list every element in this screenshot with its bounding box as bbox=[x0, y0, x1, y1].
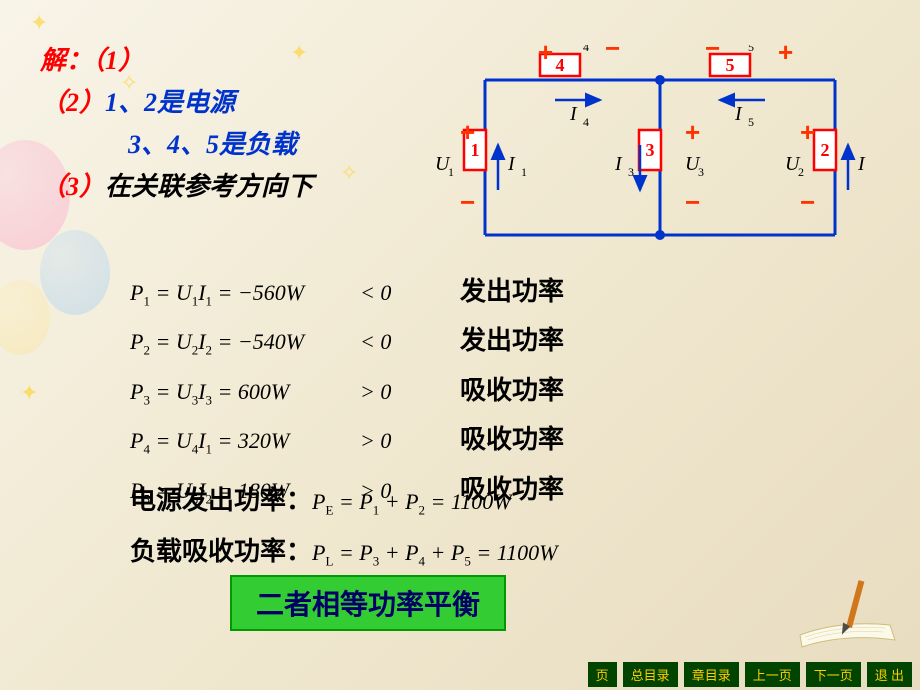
svg-text:5: 5 bbox=[726, 55, 735, 75]
svg-text:I: I bbox=[569, 103, 578, 125]
svg-text:3: 3 bbox=[698, 165, 704, 179]
notebook-icon bbox=[790, 565, 905, 655]
nav-next[interactable]: 下一页 bbox=[806, 662, 861, 687]
svg-text:+: + bbox=[778, 45, 793, 67]
svg-text:5: 5 bbox=[748, 115, 754, 129]
svg-text:2: 2 bbox=[798, 165, 804, 179]
circuit-diagram: 12345U1I1U2I2U3I3U4I4U5I5+−−++−+−+− bbox=[430, 45, 870, 255]
eq-p2: P2 = U2I2 = −540W< 0发出功率 bbox=[130, 321, 564, 370]
star-icon: ✦ bbox=[20, 380, 38, 406]
svg-text:4: 4 bbox=[556, 55, 565, 75]
nav-bar: 页 总目录 章目录 上一页 下一页 退 出 bbox=[588, 662, 912, 687]
text-loads: 3、4、5是负载 bbox=[128, 130, 297, 159]
balloon-yellow bbox=[0, 280, 50, 355]
svg-text:−: − bbox=[605, 45, 620, 63]
svg-text:4: 4 bbox=[583, 45, 589, 54]
svg-text:−: − bbox=[705, 45, 720, 63]
svg-text:−: − bbox=[460, 187, 475, 217]
label-part1: （1） bbox=[92, 46, 144, 75]
nav-page[interactable]: 页 bbox=[588, 662, 617, 687]
svg-text:3: 3 bbox=[646, 140, 655, 160]
eq-pl: PL = P3 + P4 + P5 = 1100W bbox=[312, 540, 557, 565]
svg-text:+: + bbox=[460, 117, 475, 147]
eq-p1: P1 = U1I1 = −560W< 0发出功率 bbox=[130, 272, 564, 321]
svg-text:+: + bbox=[800, 117, 815, 147]
svg-text:+: + bbox=[538, 45, 553, 67]
balance-box: 二者相等功率平衡 bbox=[230, 575, 506, 631]
svg-text:2: 2 bbox=[821, 140, 830, 160]
balloon-blue bbox=[40, 230, 110, 315]
nav-exit[interactable]: 退 出 bbox=[867, 662, 912, 687]
star-icon: ✦ bbox=[30, 10, 48, 36]
svg-text:I: I bbox=[507, 153, 516, 175]
svg-text:−: − bbox=[685, 187, 700, 217]
svg-text:I: I bbox=[614, 153, 623, 175]
star-icon: ✧ bbox=[340, 160, 358, 186]
svg-text:I: I bbox=[734, 103, 743, 125]
svg-text:I: I bbox=[857, 153, 866, 175]
power-summary: 电源发出功率：PE = P1 + P2 = 1100W 负载吸收功率：PL = … bbox=[130, 480, 557, 583]
svg-text:+: + bbox=[685, 117, 700, 147]
svg-text:−: − bbox=[800, 187, 815, 217]
text-sources: 1、2是电源 bbox=[105, 88, 235, 117]
label-part3: （3） bbox=[40, 172, 105, 201]
svg-text:1: 1 bbox=[448, 165, 454, 179]
eq-pe: PE = P1 + P2 = 1100W bbox=[312, 489, 512, 514]
nav-chapter-toc[interactable]: 章目录 bbox=[684, 662, 739, 687]
eq-p3: P3 = U3I3 = 600W> 0吸收功率 bbox=[130, 371, 564, 420]
text-content: 解：（1） （2）1、2是电源 3、4、5是负载 （3）在关联参考方向下 bbox=[40, 40, 313, 208]
svg-text:4: 4 bbox=[583, 115, 589, 129]
label-absorb-power: 负载吸收功率： bbox=[130, 537, 312, 566]
text-reference: 在关联参考方向下 bbox=[105, 172, 313, 201]
label-emit-power: 电源发出功率： bbox=[130, 486, 312, 515]
svg-text:5: 5 bbox=[748, 45, 754, 54]
eq-p4: P4 = U4I1 = 320W> 0吸收功率 bbox=[130, 420, 564, 469]
svg-text:1: 1 bbox=[521, 165, 527, 179]
label-solution: 解： bbox=[40, 46, 92, 75]
svg-text:3: 3 bbox=[628, 165, 634, 179]
nav-main-toc[interactable]: 总目录 bbox=[623, 662, 678, 687]
nav-prev[interactable]: 上一页 bbox=[745, 662, 800, 687]
label-part2: （2） bbox=[40, 88, 105, 117]
